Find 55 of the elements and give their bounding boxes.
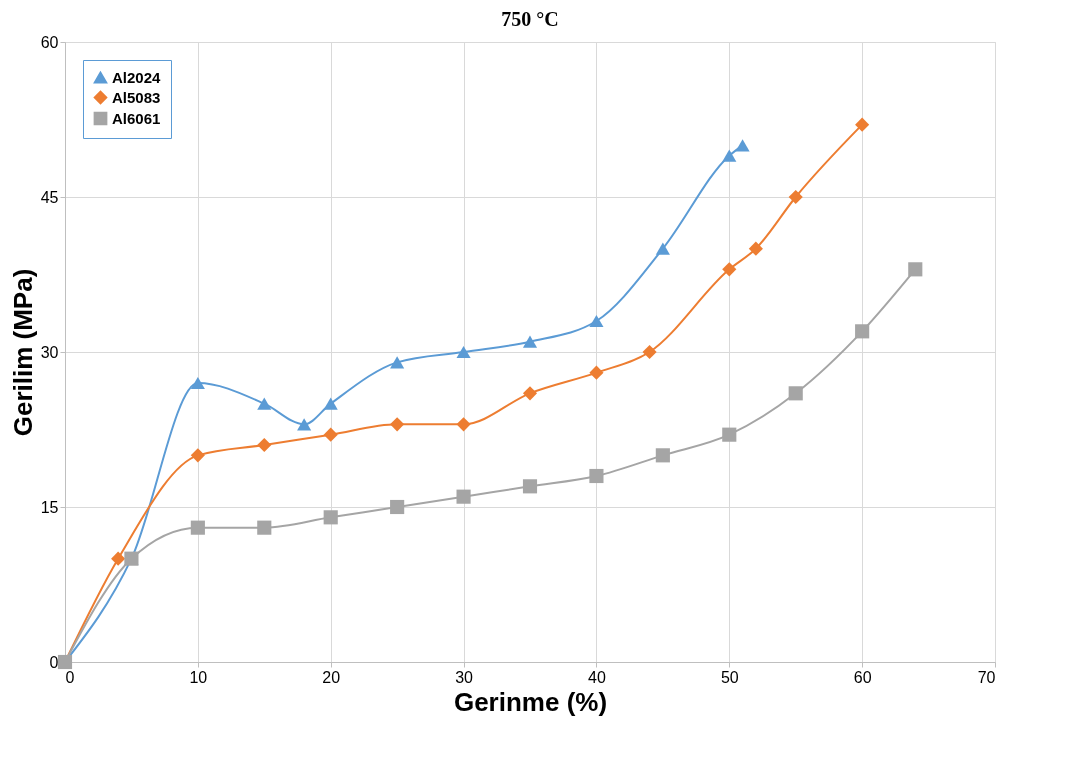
point xyxy=(655,242,670,255)
point xyxy=(190,520,205,535)
point xyxy=(522,479,538,494)
y-tick-label: 45 xyxy=(40,188,59,206)
point xyxy=(297,418,312,431)
point xyxy=(456,489,471,504)
point xyxy=(111,551,126,566)
point xyxy=(735,139,750,152)
x-tick-label: 50 xyxy=(720,668,739,686)
point xyxy=(522,335,538,348)
point xyxy=(190,448,205,463)
legend-label: Al2024 xyxy=(112,68,162,86)
x-tick-label: 10 xyxy=(189,668,208,686)
point xyxy=(323,510,338,525)
x-tick-label: 0 xyxy=(65,668,75,686)
x-axis-title: Gerinme (%) xyxy=(453,686,608,717)
point xyxy=(522,386,538,401)
point xyxy=(390,499,405,515)
point xyxy=(390,356,405,369)
x-tick-label: 70 xyxy=(977,668,996,686)
point xyxy=(323,397,338,410)
point xyxy=(589,468,604,484)
legend-label: Al6061 xyxy=(112,109,161,127)
point xyxy=(456,345,471,359)
point xyxy=(722,427,737,442)
x-tick-label: 60 xyxy=(853,668,872,686)
y-tick-label: 30 xyxy=(40,343,59,361)
point xyxy=(855,324,870,339)
point xyxy=(257,437,272,453)
point xyxy=(788,189,803,205)
x-tick-label: 40 xyxy=(588,668,606,686)
chart-title: 750 °C xyxy=(501,8,559,30)
point xyxy=(190,376,205,390)
x-tick-label: 20 xyxy=(322,668,341,686)
point xyxy=(390,417,405,432)
point xyxy=(855,117,870,132)
point xyxy=(722,149,737,162)
point xyxy=(908,262,923,277)
y-tick-label: 15 xyxy=(40,498,59,516)
point xyxy=(589,365,604,380)
point xyxy=(323,427,338,442)
point xyxy=(722,262,737,277)
y-axis-title: Gerilim (MPa) xyxy=(7,268,38,437)
y-tick-label: 0 xyxy=(49,653,59,671)
point xyxy=(257,520,272,535)
point xyxy=(257,397,272,410)
point xyxy=(788,386,803,401)
point xyxy=(748,241,763,256)
point xyxy=(456,417,471,432)
x-tick-label: 30 xyxy=(455,668,474,686)
point xyxy=(642,344,657,360)
point xyxy=(589,314,604,328)
point xyxy=(655,448,670,463)
legend-label: Al5083 xyxy=(112,88,161,106)
y-tick-label: 60 xyxy=(40,33,59,51)
